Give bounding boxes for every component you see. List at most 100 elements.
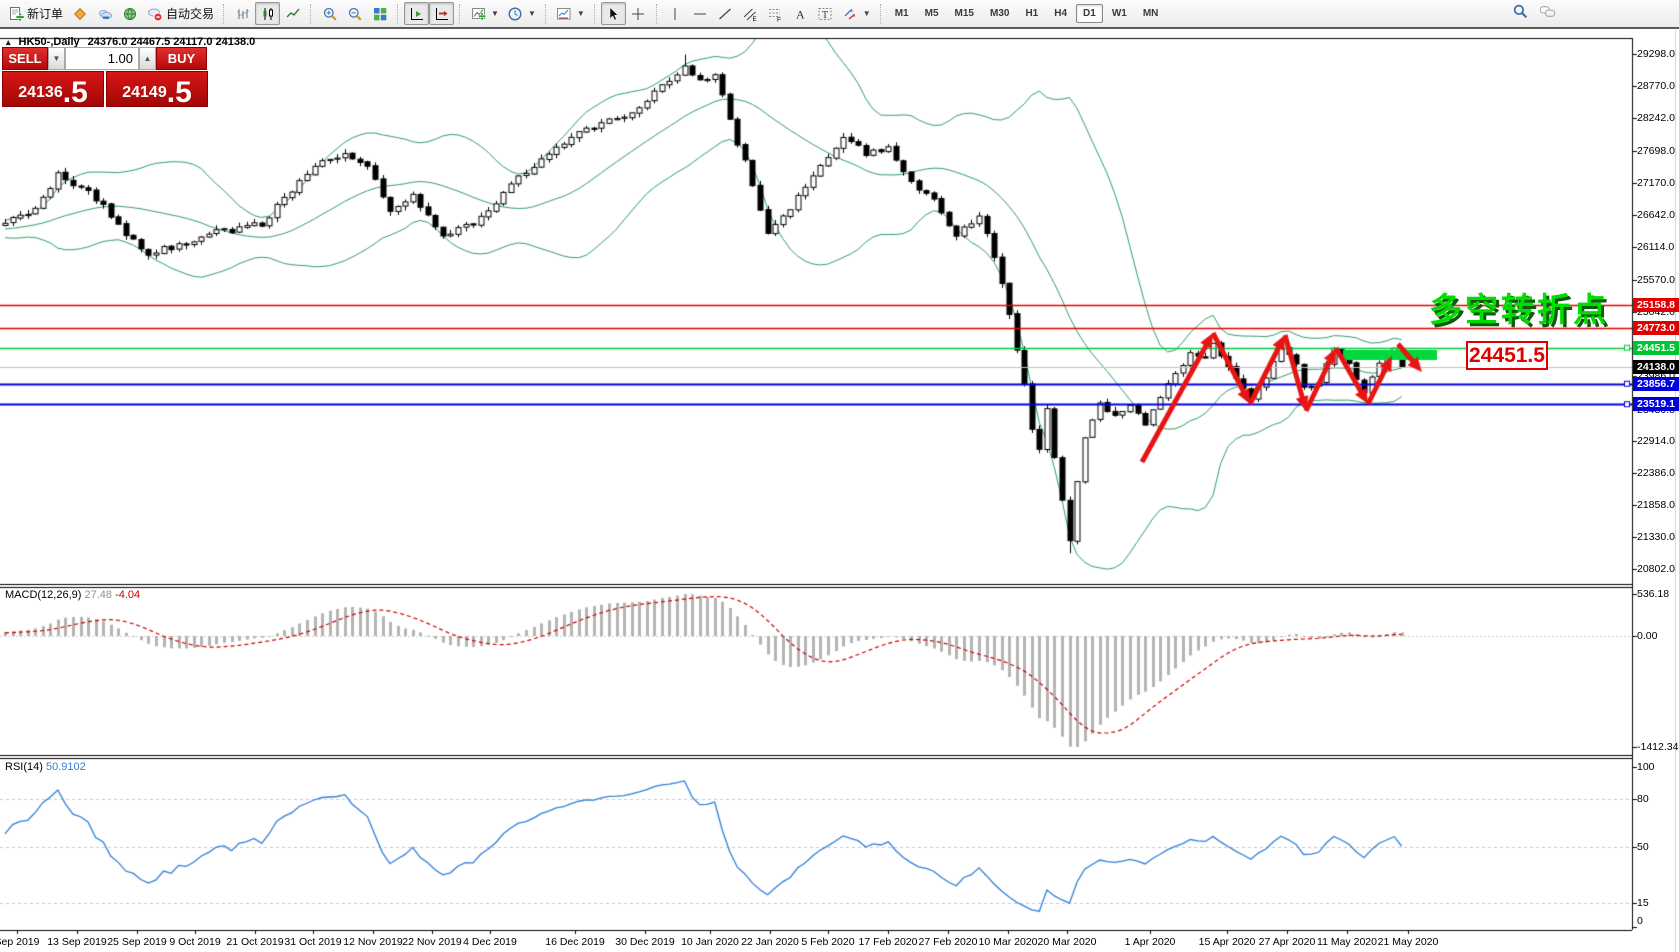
svg-text:T: T bbox=[822, 10, 828, 21]
date-axis-tick: 13 Sep 2019 bbox=[47, 936, 107, 948]
new-order-label: 新订单 bbox=[27, 7, 64, 21]
market-watch-button[interactable] bbox=[67, 2, 92, 25]
sell-button[interactable]: SELL bbox=[2, 47, 48, 70]
buy-price-button[interactable]: 24149.5 bbox=[106, 71, 208, 107]
auto-scroll-button[interactable] bbox=[404, 2, 430, 25]
timeframe-h4-button[interactable]: H4 bbox=[1054, 8, 1068, 19]
volume-input[interactable] bbox=[65, 47, 139, 70]
vps-button[interactable] bbox=[92, 2, 117, 25]
price-axis-tick: 27698.0 bbox=[1637, 144, 1675, 157]
autotrade-icon bbox=[146, 6, 163, 22]
macd-signal-value: -4.04 bbox=[115, 589, 141, 601]
signals-button[interactable] bbox=[117, 2, 142, 25]
vertical-line-tool-button[interactable] bbox=[663, 2, 688, 25]
sell-price-button[interactable]: 24136.5 bbox=[2, 71, 104, 107]
toolbar-separator bbox=[397, 3, 399, 24]
price-axis-tick: 21330.0 bbox=[1637, 530, 1675, 543]
date-axis-tick: 4 Dec 2019 bbox=[463, 936, 517, 948]
date-axis-tick: 21 May 2020 bbox=[1377, 936, 1439, 948]
price-axis-tick: 25570.0 bbox=[1637, 273, 1675, 286]
zoom-out-button[interactable] bbox=[342, 2, 367, 25]
horizontal-line-icon bbox=[692, 6, 709, 22]
timeframe-d1-button[interactable]: D1 bbox=[1076, 4, 1103, 23]
text-tool-button[interactable]: A bbox=[788, 2, 813, 25]
toolbar: 新订单 自动交易 bbox=[0, 0, 1679, 29]
date-axis-tick: 10 Jan 2020 bbox=[681, 936, 739, 948]
timeframe-mn-button[interactable]: MN bbox=[1142, 8, 1159, 19]
channel-tool-button[interactable]: E bbox=[738, 2, 763, 25]
price-axis-tick: 26114.0 bbox=[1637, 240, 1675, 253]
timeframe-w1-button[interactable]: W1 bbox=[1111, 8, 1127, 19]
zoom-in-icon bbox=[321, 6, 338, 22]
line-chart-icon bbox=[284, 6, 301, 22]
rsi-name: RSI(14) bbox=[5, 761, 43, 773]
price-badge: 23519.1 bbox=[1633, 397, 1679, 412]
price-axis-tick: 28242.0 bbox=[1637, 112, 1675, 124]
sell-price-dec: .5 bbox=[62, 75, 88, 109]
timeframe-m1-button[interactable]: M1 bbox=[894, 8, 909, 19]
chevron-down-icon: ▼ bbox=[491, 9, 499, 18]
one-click-panel-toggle-icon[interactable]: ▴ bbox=[6, 36, 11, 47]
date-axis-tick: 11 May 2020 bbox=[1317, 936, 1377, 948]
date-axis-tick: 25 Sep 2019 bbox=[107, 936, 167, 948]
tile-windows-button[interactable] bbox=[367, 2, 392, 25]
chart-shift-icon bbox=[433, 6, 450, 22]
timeframe-h1-button[interactable]: H1 bbox=[1025, 8, 1039, 19]
indicators-button[interactable]: ▼ bbox=[466, 2, 503, 25]
svg-text:A: A bbox=[796, 7, 805, 21]
new-order-button[interactable]: 新订单 bbox=[3, 2, 67, 25]
search-icon[interactable] bbox=[1512, 3, 1529, 19]
cursor-tool-button[interactable] bbox=[600, 2, 626, 25]
toolbar-separator bbox=[310, 3, 312, 24]
autotrade-button[interactable]: 自动交易 bbox=[142, 2, 218, 25]
text-label-icon: T bbox=[817, 6, 834, 22]
candlestick-chart-button[interactable] bbox=[255, 2, 281, 25]
macd-scale-tick: 0.00 bbox=[1637, 630, 1658, 642]
zoom-in-button[interactable] bbox=[317, 2, 342, 25]
date-axis-tick: 21 Oct 2019 bbox=[226, 936, 284, 948]
toolbar-separator bbox=[655, 3, 658, 24]
volume-decrease-button[interactable]: ▼ bbox=[48, 47, 65, 70]
cursor-icon bbox=[605, 6, 622, 22]
crosshair-tool-button[interactable] bbox=[626, 2, 651, 25]
arrows-tool-button[interactable]: ▼ bbox=[838, 2, 875, 25]
rsi-scale-tick: 80 bbox=[1637, 793, 1649, 805]
toolbar-right-group bbox=[1512, 3, 1556, 19]
date-axis-tick: 27 Feb 2020 bbox=[918, 936, 978, 948]
timeframe-m5-button[interactable]: M5 bbox=[924, 8, 939, 19]
svg-text:F: F bbox=[777, 16, 781, 22]
templates-button[interactable]: ▼ bbox=[552, 2, 589, 25]
date-axis-tick: Sep 2019 bbox=[0, 936, 40, 948]
price-level-label[interactable]: 24451.5 bbox=[1466, 341, 1548, 370]
volume-increase-button[interactable]: ▲ bbox=[139, 47, 156, 70]
fibonacci-tool-button[interactable]: F bbox=[763, 2, 788, 25]
text-label-tool-button[interactable]: T bbox=[813, 2, 838, 25]
periods-button[interactable]: ▼ bbox=[503, 2, 540, 25]
timeframe-m15-button[interactable]: M15 bbox=[954, 8, 974, 19]
price-axis-tick: 27170.0 bbox=[1637, 176, 1675, 189]
toolbar-separator bbox=[544, 3, 547, 24]
date-axis-tick: 27 Apr 2020 bbox=[1258, 936, 1316, 948]
price-badge: 24451.5 bbox=[1633, 340, 1679, 355]
zoom-out-icon bbox=[346, 6, 363, 22]
toolbar-separator bbox=[459, 3, 461, 24]
svg-text:E: E bbox=[753, 17, 757, 22]
chart-canvas[interactable] bbox=[0, 30, 1679, 952]
date-axis-tick: 31 Oct 2019 bbox=[284, 936, 342, 948]
chat-icon[interactable] bbox=[1539, 3, 1556, 19]
horizontal-line-tool-button[interactable] bbox=[688, 2, 713, 25]
buy-button[interactable]: BUY bbox=[156, 47, 207, 70]
trendline-tool-button[interactable] bbox=[713, 2, 738, 25]
rsi-scale-tick: 100 bbox=[1637, 761, 1655, 773]
chart-shift-button[interactable] bbox=[429, 2, 455, 25]
new-order-icon bbox=[7, 6, 24, 22]
price-badge: 24773.0 bbox=[1633, 321, 1679, 336]
buy-price-dec: .5 bbox=[166, 75, 192, 109]
tile-windows-icon bbox=[371, 6, 388, 22]
vps-cloud-icon bbox=[96, 6, 113, 22]
chart-title: ▴ HK50-,Daily 24376.0 24467.5 24117.0 24… bbox=[6, 36, 255, 48]
timeframe-m30-button[interactable]: M30 bbox=[989, 8, 1010, 19]
bar-chart-button[interactable] bbox=[230, 2, 255, 25]
turning-point-annotation[interactable]: 多空转折点 bbox=[1429, 291, 1609, 328]
line-chart-button[interactable] bbox=[280, 2, 305, 25]
